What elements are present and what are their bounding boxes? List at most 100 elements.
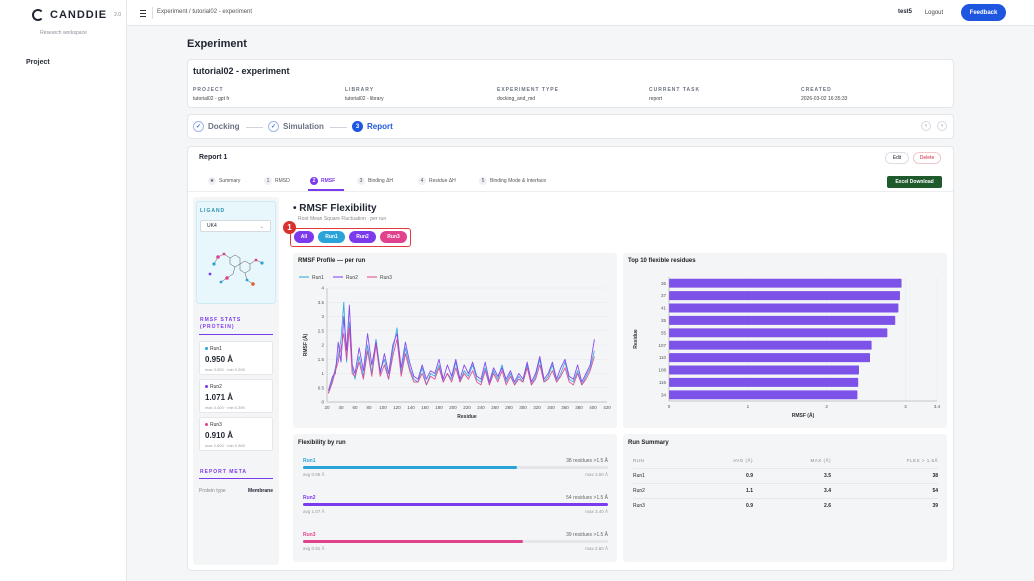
tabs-divider bbox=[188, 191, 953, 192]
bar-chart-title: Top 10 flexible residues bbox=[628, 258, 696, 264]
stat-run-name: Run1 bbox=[210, 346, 222, 352]
rmsf-title: • RMSF Flexibility bbox=[293, 203, 377, 214]
top-residues-bar-chart: 0 1 2 3 3.4 36 37 41 35 55 107 110 108 116 34 RMSF (Å) R… bbox=[633, 277, 941, 419]
app-version: 2.0 bbox=[114, 12, 122, 18]
bar bbox=[669, 365, 859, 375]
tab-residue-dh[interactable]: 4 Residue ΔH bbox=[418, 177, 456, 185]
tab-rmsf[interactable]: 2 RMSF bbox=[310, 177, 335, 185]
tab-rmsd[interactable]: 1 RMSD bbox=[264, 177, 290, 185]
x-axis-label: Residue bbox=[457, 414, 477, 420]
bar bbox=[669, 303, 899, 313]
filter-run3-button[interactable]: Run3 bbox=[380, 231, 407, 243]
rmsf-stats-label: RMSF STATS (PROTEIN) bbox=[200, 317, 242, 330]
cell-max: 3.5 bbox=[824, 473, 831, 479]
cell-run: Run2 bbox=[633, 488, 645, 494]
report-meta-label: REPORT META bbox=[200, 469, 248, 475]
step-docking[interactable]: ✓ Docking bbox=[193, 121, 240, 132]
y-tick-label: 2.5 bbox=[318, 328, 325, 333]
rmsf-subtitle: Root Mean Square Fluctuation · per run bbox=[298, 216, 387, 222]
flex-count: 39 residues >1.5 Å bbox=[566, 532, 608, 538]
delete-button[interactable]: Delete bbox=[913, 152, 941, 164]
table-row: Run1 0.9 3.5 38 bbox=[633, 469, 938, 484]
flex-run-name: Run2 bbox=[303, 495, 316, 501]
y-tick-label: 55 bbox=[661, 330, 667, 335]
bar bbox=[669, 291, 900, 301]
header-avg: AVG (Å) bbox=[733, 458, 753, 463]
table-row: Run2 1.1 3.4 54 bbox=[633, 484, 938, 499]
y-tick-label: 108 bbox=[658, 368, 666, 373]
meta-experiment-type: EXPERIMENT TYPE docking_and_md bbox=[497, 87, 559, 102]
step-simulation[interactable]: ✓ Simulation bbox=[268, 121, 324, 132]
molecule-structure bbox=[208, 252, 264, 286]
tab-summary[interactable]: ★ Summary bbox=[208, 177, 240, 185]
x-tick-label: 1 bbox=[747, 404, 750, 409]
tab-binding-dh[interactable]: 3 Binding ΔH bbox=[357, 177, 393, 185]
app-logo[interactable]: CANDDIE 2.0 bbox=[32, 9, 121, 21]
x-tick-label: 40 bbox=[338, 405, 344, 410]
stat-value: 0.950 Å bbox=[205, 355, 234, 364]
sidebar-item-project[interactable]: Project bbox=[26, 59, 50, 66]
x-tick-label: 20 bbox=[324, 405, 330, 410]
y-tick-label: 0.5 bbox=[318, 385, 325, 390]
run-summary-table: RUN AVG (Å) MAX (Å) FLEX > 1.5Å Run1 0.9… bbox=[633, 454, 938, 514]
tab-label: RMSF bbox=[321, 178, 336, 184]
header-run: RUN bbox=[633, 458, 645, 463]
excel-download-button[interactable]: Excel Download bbox=[887, 176, 942, 188]
section-divider bbox=[199, 478, 273, 479]
meta-library: LIBRARY tutorial02 - library bbox=[345, 87, 384, 102]
x-tick-label: 380 bbox=[575, 405, 583, 410]
run-summary-title: Run Summary bbox=[628, 440, 669, 446]
workflow-stepper bbox=[187, 114, 954, 139]
menu-icon[interactable] bbox=[137, 7, 149, 19]
feedback-button[interactable]: Feedback bbox=[961, 4, 1006, 21]
x-tick-label: 0 bbox=[668, 404, 671, 409]
flex-count: 54 residues >1.5 Å bbox=[566, 495, 608, 501]
legend-label: Run3 bbox=[380, 275, 392, 281]
flex-avg: avg 0.91 Å bbox=[303, 546, 325, 551]
flex-bar bbox=[303, 540, 523, 543]
y-tick-label: 1.5 bbox=[318, 357, 325, 362]
legend-label: Run2 bbox=[346, 275, 358, 281]
meta-key: CURRENT TASK bbox=[649, 87, 701, 93]
meta-value: 2026-03-02 16:35:33 bbox=[801, 96, 848, 102]
breadcrumb: Experiment / tutorial02 - experiment bbox=[157, 9, 253, 15]
y-tick-label: 34 bbox=[661, 392, 667, 397]
tab-label: Binding Mode & Interface bbox=[490, 178, 547, 184]
dot-icon bbox=[205, 347, 208, 351]
step-report[interactable]: 3 Report bbox=[352, 121, 393, 132]
table-header: RUN AVG (Å) MAX (Å) FLEX > 1.5Å bbox=[633, 454, 938, 469]
chevron-left-icon[interactable]: ‹ bbox=[921, 121, 931, 131]
bar bbox=[669, 377, 859, 387]
filter-run2-button[interactable]: Run2 bbox=[349, 231, 376, 243]
ligand-select[interactable]: UK4 ⌄ bbox=[200, 220, 271, 232]
filter-run1-button[interactable]: Run1 bbox=[318, 231, 345, 243]
y-axis-label: Residue bbox=[633, 329, 639, 349]
stat-range: max 2.600 · min 0.360 bbox=[205, 443, 245, 448]
tab-label: Residue ΔH bbox=[429, 178, 456, 184]
flex-bar bbox=[303, 466, 517, 469]
x-tick-label: 60 bbox=[352, 405, 358, 410]
dot-icon bbox=[205, 423, 208, 427]
x-tick-label: 3 bbox=[904, 404, 907, 409]
x-tick-label: 140 bbox=[407, 405, 415, 410]
logout-button[interactable]: Logout bbox=[924, 9, 944, 16]
edit-button[interactable]: Edit bbox=[885, 152, 909, 164]
stat-range: max 3.400 · min 0.390 bbox=[205, 405, 245, 410]
x-tick-label: 3.4 bbox=[934, 404, 941, 409]
highlight-box bbox=[290, 228, 411, 247]
tab-binding-mode[interactable]: 5 Binding Mode & Interface bbox=[479, 177, 546, 185]
x-axis-label: RMSF (Å) bbox=[792, 412, 815, 419]
meta-current-task: CURRENT TASK report bbox=[649, 87, 700, 102]
step-label: Report bbox=[367, 122, 393, 131]
meta-project: PROJECT tutorial02 - gpt fr bbox=[193, 87, 229, 102]
header-flex: FLEX > 1.5Å bbox=[906, 458, 938, 463]
meta-value: tutorial02 - gpt fr bbox=[193, 96, 230, 102]
active-tab-indicator bbox=[308, 189, 344, 191]
flex-bar bbox=[303, 503, 608, 506]
y-tick-label: 37 bbox=[661, 293, 667, 298]
filter-all-button[interactable]: All bbox=[294, 231, 314, 243]
check-icon: ✓ bbox=[193, 121, 204, 132]
bar bbox=[669, 353, 870, 363]
tab-number: 4 bbox=[418, 177, 426, 185]
chevron-right-icon[interactable]: › bbox=[937, 121, 947, 131]
